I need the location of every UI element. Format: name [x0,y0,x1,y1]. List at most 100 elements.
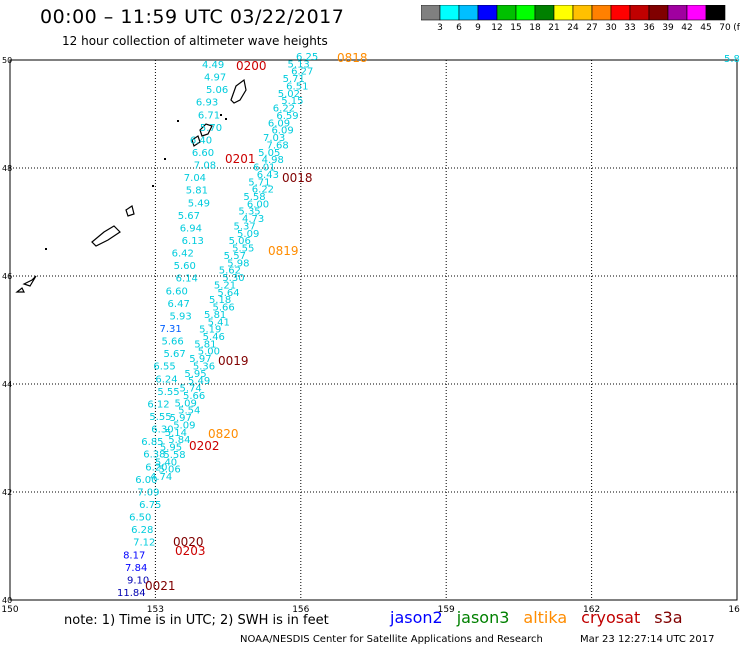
wave-value: 7.31 [160,324,182,335]
islet [45,248,47,250]
wave-value: 5.58 [243,192,265,203]
wave-value: 5.81 [194,339,216,350]
credit-line: NOAA/NESDIS Center for Satellite Applica… [240,634,543,645]
wave-value: 5.74 [179,384,201,395]
pass-time-label: 0818 [337,51,368,65]
wave-value: 5.66 [183,391,205,402]
wave-value: 5.05 [258,148,280,159]
wave-value: 5.37 [234,221,256,232]
generated-timestamp: Mar 23 12:27:14 UTC 2017 [580,634,715,645]
wave-value: 6.47 [168,299,190,310]
wave-value: 5.09 [237,229,259,240]
satellite-name: altika [523,608,568,627]
wave-value: 4.49 [202,60,224,71]
legend-swatch [705,5,726,21]
wave-value: 6.09 [268,118,290,129]
wave-value: 5.14 [165,428,187,439]
wave-value: 5.64 [217,288,239,299]
wave-value: 6.51 [286,81,308,92]
legend-label: 30 [605,23,617,33]
lat-label: 44 [2,380,12,389]
legend-label: 36 [643,23,655,33]
page-title: 00:00 – 11:59 UTC 03/22/2017 [40,6,345,28]
pass-time-label: 0200 [236,59,267,73]
pass-time-label: 0201 [225,152,256,166]
wave-value: 5.19 [199,325,221,336]
map-frame [9,59,738,601]
wave-value: 5.55 [149,412,171,423]
wave-value: 5.41 [208,317,230,328]
wave-value: 7.09 [137,487,159,498]
wave-value: 6.24 [155,374,177,385]
wave-value: 7.04 [184,173,206,184]
wave-value: 6.40 [190,135,212,146]
wave-value: 4.74 [150,472,172,483]
wave-value: 6.00 [247,199,269,210]
wave-value: 6.71 [198,110,220,121]
wave-value: 6.94 [180,223,202,234]
legend-label: 21 [548,23,559,33]
pass-time-label: 0019 [218,354,249,368]
legend-label: 45 [700,23,711,33]
wave-value: 6.50 [129,513,151,524]
wave-value: 5.13 [288,59,310,70]
wave-value: 6.14 [176,274,198,285]
wave-value: 6.85 [141,437,163,448]
wave-value: 9.10 [127,575,149,586]
island [230,78,247,104]
island [199,123,213,137]
wave-value: 6.13 [182,236,204,247]
pass-time-label: 0820 [208,427,239,441]
satellite-name: s3a [654,608,683,627]
lon-label: 165 [728,605,740,615]
lat-label: 40 [2,596,12,605]
wave-value: 6.43 [257,170,279,181]
wave-value: 5.8 [724,54,740,65]
wave-value: 5.09 [175,398,197,409]
islet [177,120,179,122]
lon-label: 162 [583,605,600,615]
wave-value: 7.03 [263,133,285,144]
wave-value: 5.81 [204,310,226,321]
islet [220,114,222,116]
wave-value: 6.38 [143,450,165,461]
wave-value: 5.71 [248,177,270,188]
wave-value: 5.09 [173,420,195,431]
island [191,135,201,147]
wave-value: 5.49 [188,376,210,387]
pass-time-labels: 0818 0819 0820 0200 0201 0202 0203 0018 0019 0020… [145,51,368,593]
wave-value: 6.55 [153,362,175,373]
legend-label: 15 [510,23,521,33]
wave-value: 5.95 [160,443,182,454]
wave-value: 5.30 [222,273,244,284]
wave-value: 6.12 [147,399,169,410]
legend-label: 39 [662,23,674,33]
islet [152,185,154,187]
legend-label: 18 [529,23,541,33]
wave-value: 6.25 [296,52,318,63]
pass-time-label: 0819 [268,244,299,258]
pass-time-label: 0021 [145,579,176,593]
wave-value: 6.59 [276,111,298,122]
wave-value: 5.66 [212,303,234,314]
legend-label: 27 [586,23,597,33]
wave-value: 5.57 [224,251,246,262]
wave-value: 6.75 [139,500,161,511]
legend-label: 6 [456,23,462,33]
wave-value: 5.55 [232,244,254,255]
wave-value: 5.06 [229,236,251,247]
lat-label: 42 [2,488,12,497]
wave-value: 5.70 [200,123,222,134]
wave-value: 4.73 [242,214,264,225]
wave-value: 5.66 [161,337,183,348]
islet [164,158,166,160]
wave-value: 6.30 [151,425,173,436]
island [125,205,135,217]
lat-label: 50 [2,56,12,65]
wave-value: 5.55 [157,387,179,398]
lat-label: 46 [2,272,12,281]
legend-label: 3 [437,23,443,33]
satellite-name: jason3 [456,608,510,627]
wave-height-points: 4.494.975.066.936.715.706.406.607.087.04… [117,52,740,599]
wave-value: 5.21 [214,280,236,291]
